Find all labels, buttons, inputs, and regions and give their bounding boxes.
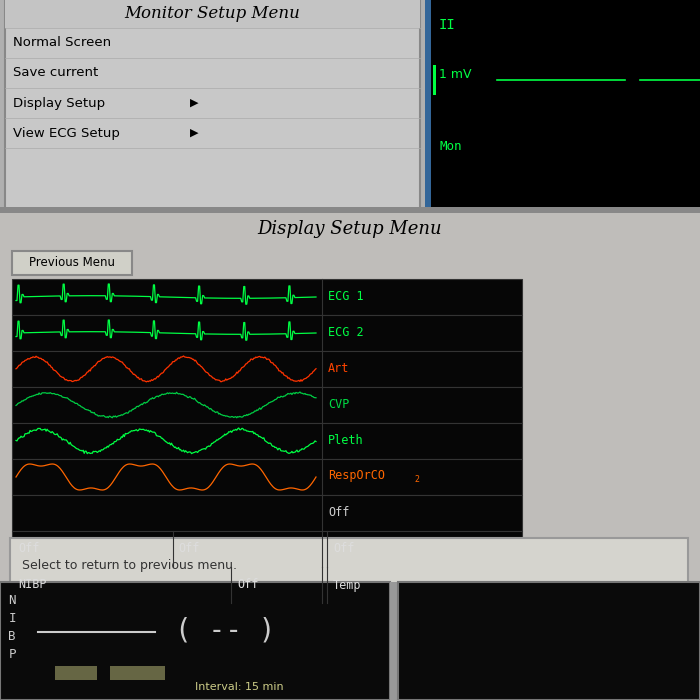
Text: Off: Off [18, 542, 39, 556]
Text: ▶: ▶ [190, 98, 199, 108]
Text: RespOrCO: RespOrCO [328, 468, 385, 482]
Bar [12, 423, 522, 459]
Text: II: II [439, 18, 456, 32]
Bar [12, 567, 522, 603]
Bar [12, 531, 522, 567]
Text: Interval: 15 min: Interval: 15 min [195, 682, 284, 692]
Text: Display Setup: Display Setup [13, 97, 105, 109]
Bar [55, 666, 97, 680]
Bar [12, 459, 522, 495]
Text: Normal Screen: Normal Screen [13, 36, 111, 50]
Bar [0, 582, 390, 700]
Text: 1 mV: 1 mV [439, 69, 472, 81]
Bar [398, 582, 700, 700]
Text: Temp: Temp [333, 578, 362, 592]
Text: I: I [8, 612, 15, 625]
Text: ECG 1: ECG 1 [328, 290, 363, 304]
Text: Off: Off [333, 542, 355, 556]
Text: Select to return to previous menu.: Select to return to previous menu. [22, 559, 237, 572]
Bar [12, 351, 522, 387]
Bar [12, 251, 132, 275]
Text: ( -- ): ( -- ) [175, 616, 275, 644]
Bar [5, 0, 420, 210]
Bar [12, 387, 522, 423]
Bar [12, 495, 522, 531]
Bar [433, 65, 436, 95]
Bar [12, 315, 522, 351]
Text: Mon: Mon [439, 140, 461, 153]
Text: NIBP: NIBP [18, 578, 46, 592]
Text: 2: 2 [414, 475, 419, 484]
Bar [425, 0, 700, 210]
Text: Off: Off [328, 507, 349, 519]
Text: ▶: ▶ [190, 128, 199, 138]
Text: Display Setup Menu: Display Setup Menu [258, 220, 442, 238]
Bar [425, 0, 431, 210]
Bar [5, 0, 420, 28]
Bar [390, 582, 398, 700]
Text: CVP: CVP [328, 398, 349, 412]
Bar [10, 538, 688, 593]
Text: P: P [8, 648, 15, 661]
Text: Art: Art [328, 363, 349, 375]
Text: Save current: Save current [13, 66, 98, 80]
Text: B: B [8, 630, 15, 643]
Text: ECG 2: ECG 2 [328, 326, 363, 340]
Bar [0, 213, 700, 603]
Bar [110, 666, 165, 680]
Bar [0, 207, 700, 213]
Text: Off: Off [178, 542, 200, 556]
Text: Off: Off [237, 578, 259, 592]
Bar [12, 279, 522, 315]
Text: Pleth: Pleth [328, 435, 363, 447]
Text: View ECG Setup: View ECG Setup [13, 127, 120, 139]
Text: N: N [8, 594, 15, 607]
Text: Previous Menu: Previous Menu [29, 256, 115, 270]
Text: Monitor Setup Menu: Monitor Setup Menu [125, 6, 300, 22]
